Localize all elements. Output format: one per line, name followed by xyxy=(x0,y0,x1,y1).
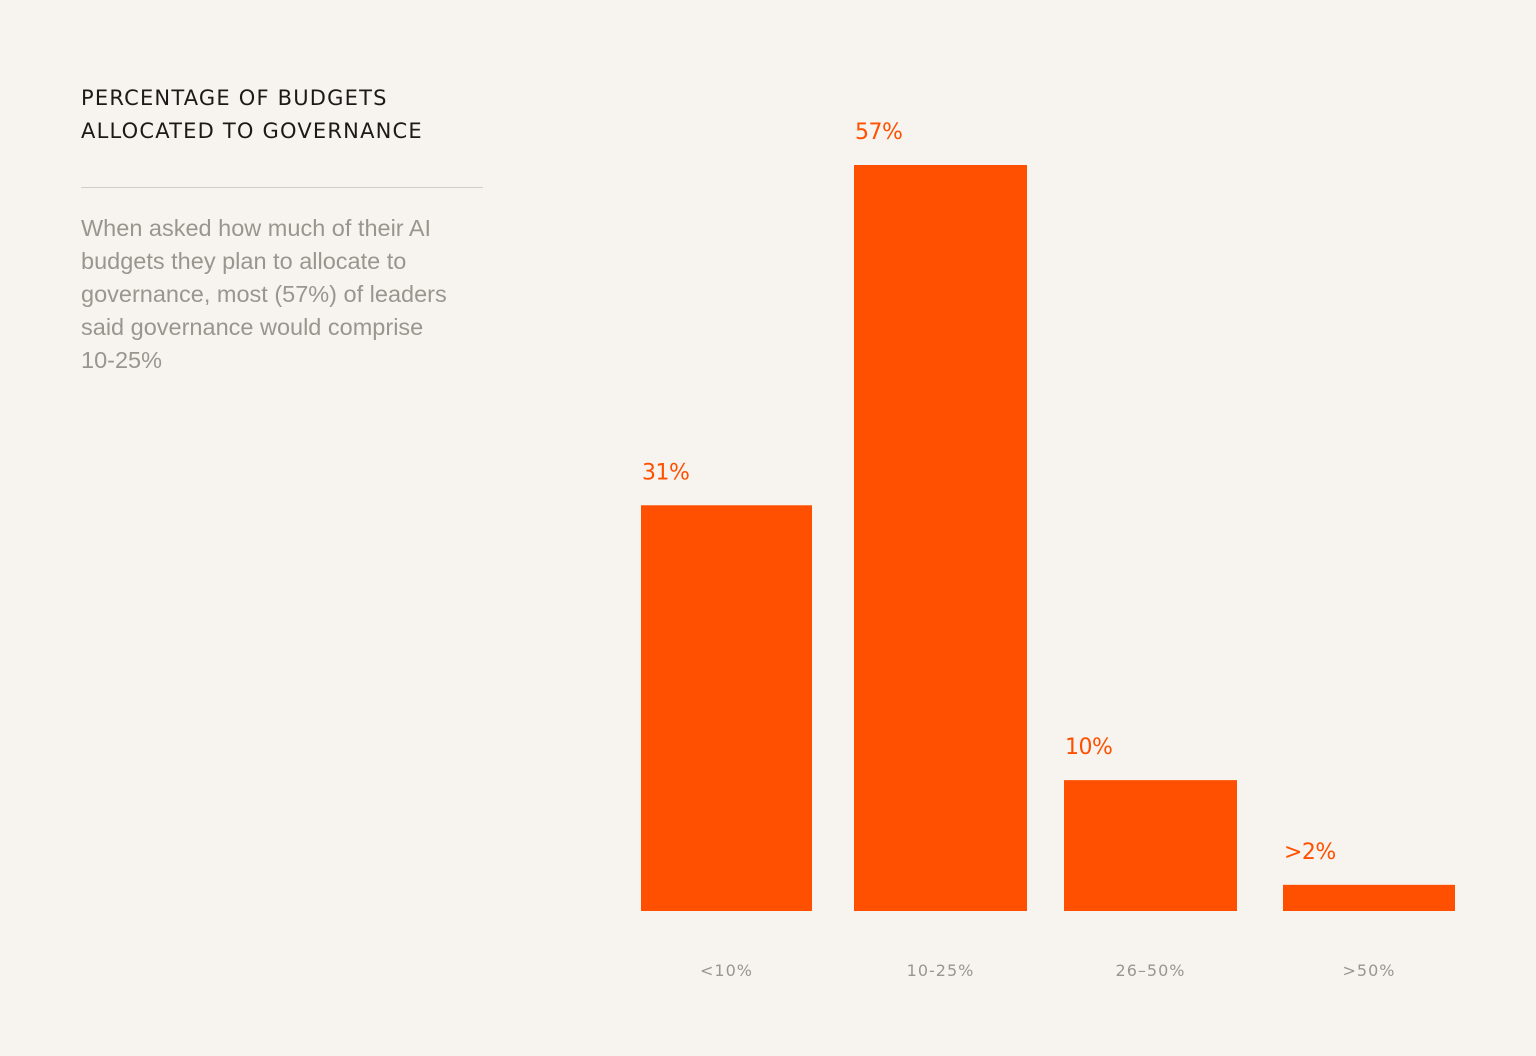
bar-value-label: 31% xyxy=(642,460,689,485)
title-divider xyxy=(81,187,483,188)
x-tick-label: 10-25% xyxy=(907,961,975,980)
description-line: When asked how much of their AI xyxy=(81,215,432,241)
x-tick-label: 26–50% xyxy=(1116,961,1186,980)
bar-value-label: >2% xyxy=(1284,840,1336,865)
x-tick-label: <10% xyxy=(700,961,753,980)
chart-description: When asked how much of their AI budgets … xyxy=(81,212,491,377)
bar-value-label: 57% xyxy=(855,120,902,145)
bar xyxy=(641,505,812,911)
description-line: 10-25% xyxy=(81,347,162,373)
chart-title: PERCENTAGE OF BUDGETS ALLOCATED TO GOVER… xyxy=(81,82,501,148)
bar xyxy=(854,165,1027,911)
bar xyxy=(1283,884,1455,911)
x-tick-label: >50% xyxy=(1343,961,1396,980)
description-line: governance, most (57%) of leaders xyxy=(81,281,447,307)
bar-value-label: 10% xyxy=(1065,735,1112,760)
chart-title-line: ALLOCATED TO GOVERNANCE xyxy=(81,119,423,143)
chart-title-line: PERCENTAGE OF BUDGETS xyxy=(81,86,388,110)
bar xyxy=(1064,780,1237,911)
description-line: said governance would comprise xyxy=(81,314,424,340)
description-line: budgets they plan to allocate to xyxy=(81,248,407,274)
